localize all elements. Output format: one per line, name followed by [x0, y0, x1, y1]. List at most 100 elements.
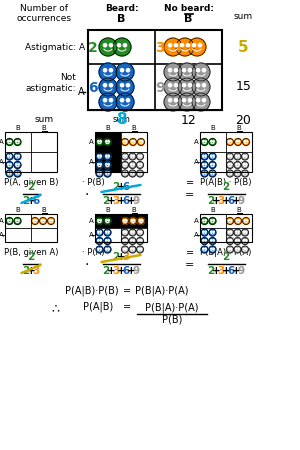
Bar [121, 228, 147, 242]
Circle shape [211, 220, 212, 221]
Circle shape [131, 164, 132, 165]
Circle shape [211, 248, 212, 249]
Circle shape [100, 164, 101, 165]
Circle shape [201, 246, 208, 253]
Circle shape [138, 231, 140, 233]
Circle shape [109, 68, 112, 72]
Circle shape [103, 44, 107, 47]
Circle shape [164, 78, 182, 96]
Circle shape [109, 44, 112, 47]
Text: B: B [211, 125, 215, 131]
Text: 2: 2 [222, 252, 230, 262]
Circle shape [10, 220, 11, 221]
Circle shape [209, 229, 216, 236]
Circle shape [96, 238, 103, 244]
Circle shape [131, 240, 132, 241]
Text: B: B [117, 14, 126, 24]
Text: +: + [232, 195, 240, 206]
Circle shape [117, 44, 121, 47]
Circle shape [228, 220, 230, 221]
Circle shape [202, 84, 206, 87]
Text: 3: 3 [112, 266, 120, 275]
Circle shape [108, 141, 109, 142]
Circle shape [49, 220, 50, 221]
Circle shape [243, 240, 244, 241]
Circle shape [40, 217, 46, 225]
Circle shape [104, 238, 111, 244]
Circle shape [14, 170, 21, 177]
Circle shape [228, 172, 230, 173]
Circle shape [32, 217, 38, 225]
Circle shape [129, 170, 136, 177]
Circle shape [103, 68, 107, 72]
Bar [95, 132, 147, 172]
Circle shape [178, 63, 196, 81]
Circle shape [209, 170, 216, 177]
Circle shape [142, 141, 143, 142]
Text: 2: 2 [102, 195, 110, 206]
Text: +: + [117, 266, 125, 275]
Bar [121, 152, 147, 172]
Circle shape [238, 248, 239, 249]
Circle shape [98, 220, 99, 221]
Text: B: B [237, 125, 242, 131]
Circle shape [123, 172, 124, 173]
Circle shape [236, 240, 237, 241]
Circle shape [192, 93, 210, 111]
Bar [5, 214, 57, 242]
Circle shape [203, 240, 204, 241]
Text: 2: 2 [207, 266, 214, 275]
Circle shape [238, 164, 239, 165]
Circle shape [196, 68, 200, 72]
Circle shape [14, 162, 21, 168]
Circle shape [228, 164, 230, 165]
Text: B: B [16, 207, 20, 213]
Circle shape [211, 164, 212, 165]
Circle shape [201, 162, 208, 168]
Circle shape [180, 44, 184, 47]
Circle shape [228, 240, 230, 241]
Bar [200, 214, 252, 242]
Text: · P(B): · P(B) [82, 178, 104, 187]
Text: sum: sum [112, 116, 130, 125]
Circle shape [104, 139, 111, 145]
Bar [200, 214, 226, 228]
Circle shape [168, 44, 172, 47]
Circle shape [164, 93, 182, 111]
Text: P(B|A)·P(A): P(B|A)·P(A) [135, 286, 188, 297]
Circle shape [242, 238, 248, 244]
Circle shape [230, 164, 232, 165]
Circle shape [226, 229, 233, 236]
Bar [200, 132, 226, 152]
Bar [88, 30, 222, 110]
Circle shape [213, 220, 214, 221]
Text: 2: 2 [102, 266, 110, 275]
Text: A: A [194, 139, 199, 145]
Circle shape [108, 240, 109, 241]
Text: 15: 15 [236, 81, 251, 94]
Circle shape [44, 220, 45, 221]
Circle shape [245, 164, 247, 165]
Circle shape [236, 248, 237, 249]
Circle shape [138, 172, 140, 173]
Circle shape [234, 238, 241, 244]
Circle shape [211, 231, 212, 233]
Circle shape [202, 68, 206, 72]
Circle shape [205, 155, 206, 157]
Circle shape [131, 231, 132, 233]
Text: 6: 6 [122, 266, 130, 275]
Circle shape [123, 231, 124, 233]
Circle shape [123, 240, 124, 241]
Circle shape [16, 164, 17, 165]
Bar [5, 228, 31, 242]
Text: A: A [194, 218, 199, 224]
Bar [121, 132, 147, 152]
Circle shape [106, 231, 107, 233]
Circle shape [236, 141, 238, 142]
Text: +: + [212, 195, 220, 206]
Circle shape [201, 153, 208, 160]
Text: A: A [89, 232, 94, 238]
Circle shape [164, 63, 182, 81]
Text: 9: 9 [237, 195, 244, 206]
Circle shape [209, 246, 216, 253]
